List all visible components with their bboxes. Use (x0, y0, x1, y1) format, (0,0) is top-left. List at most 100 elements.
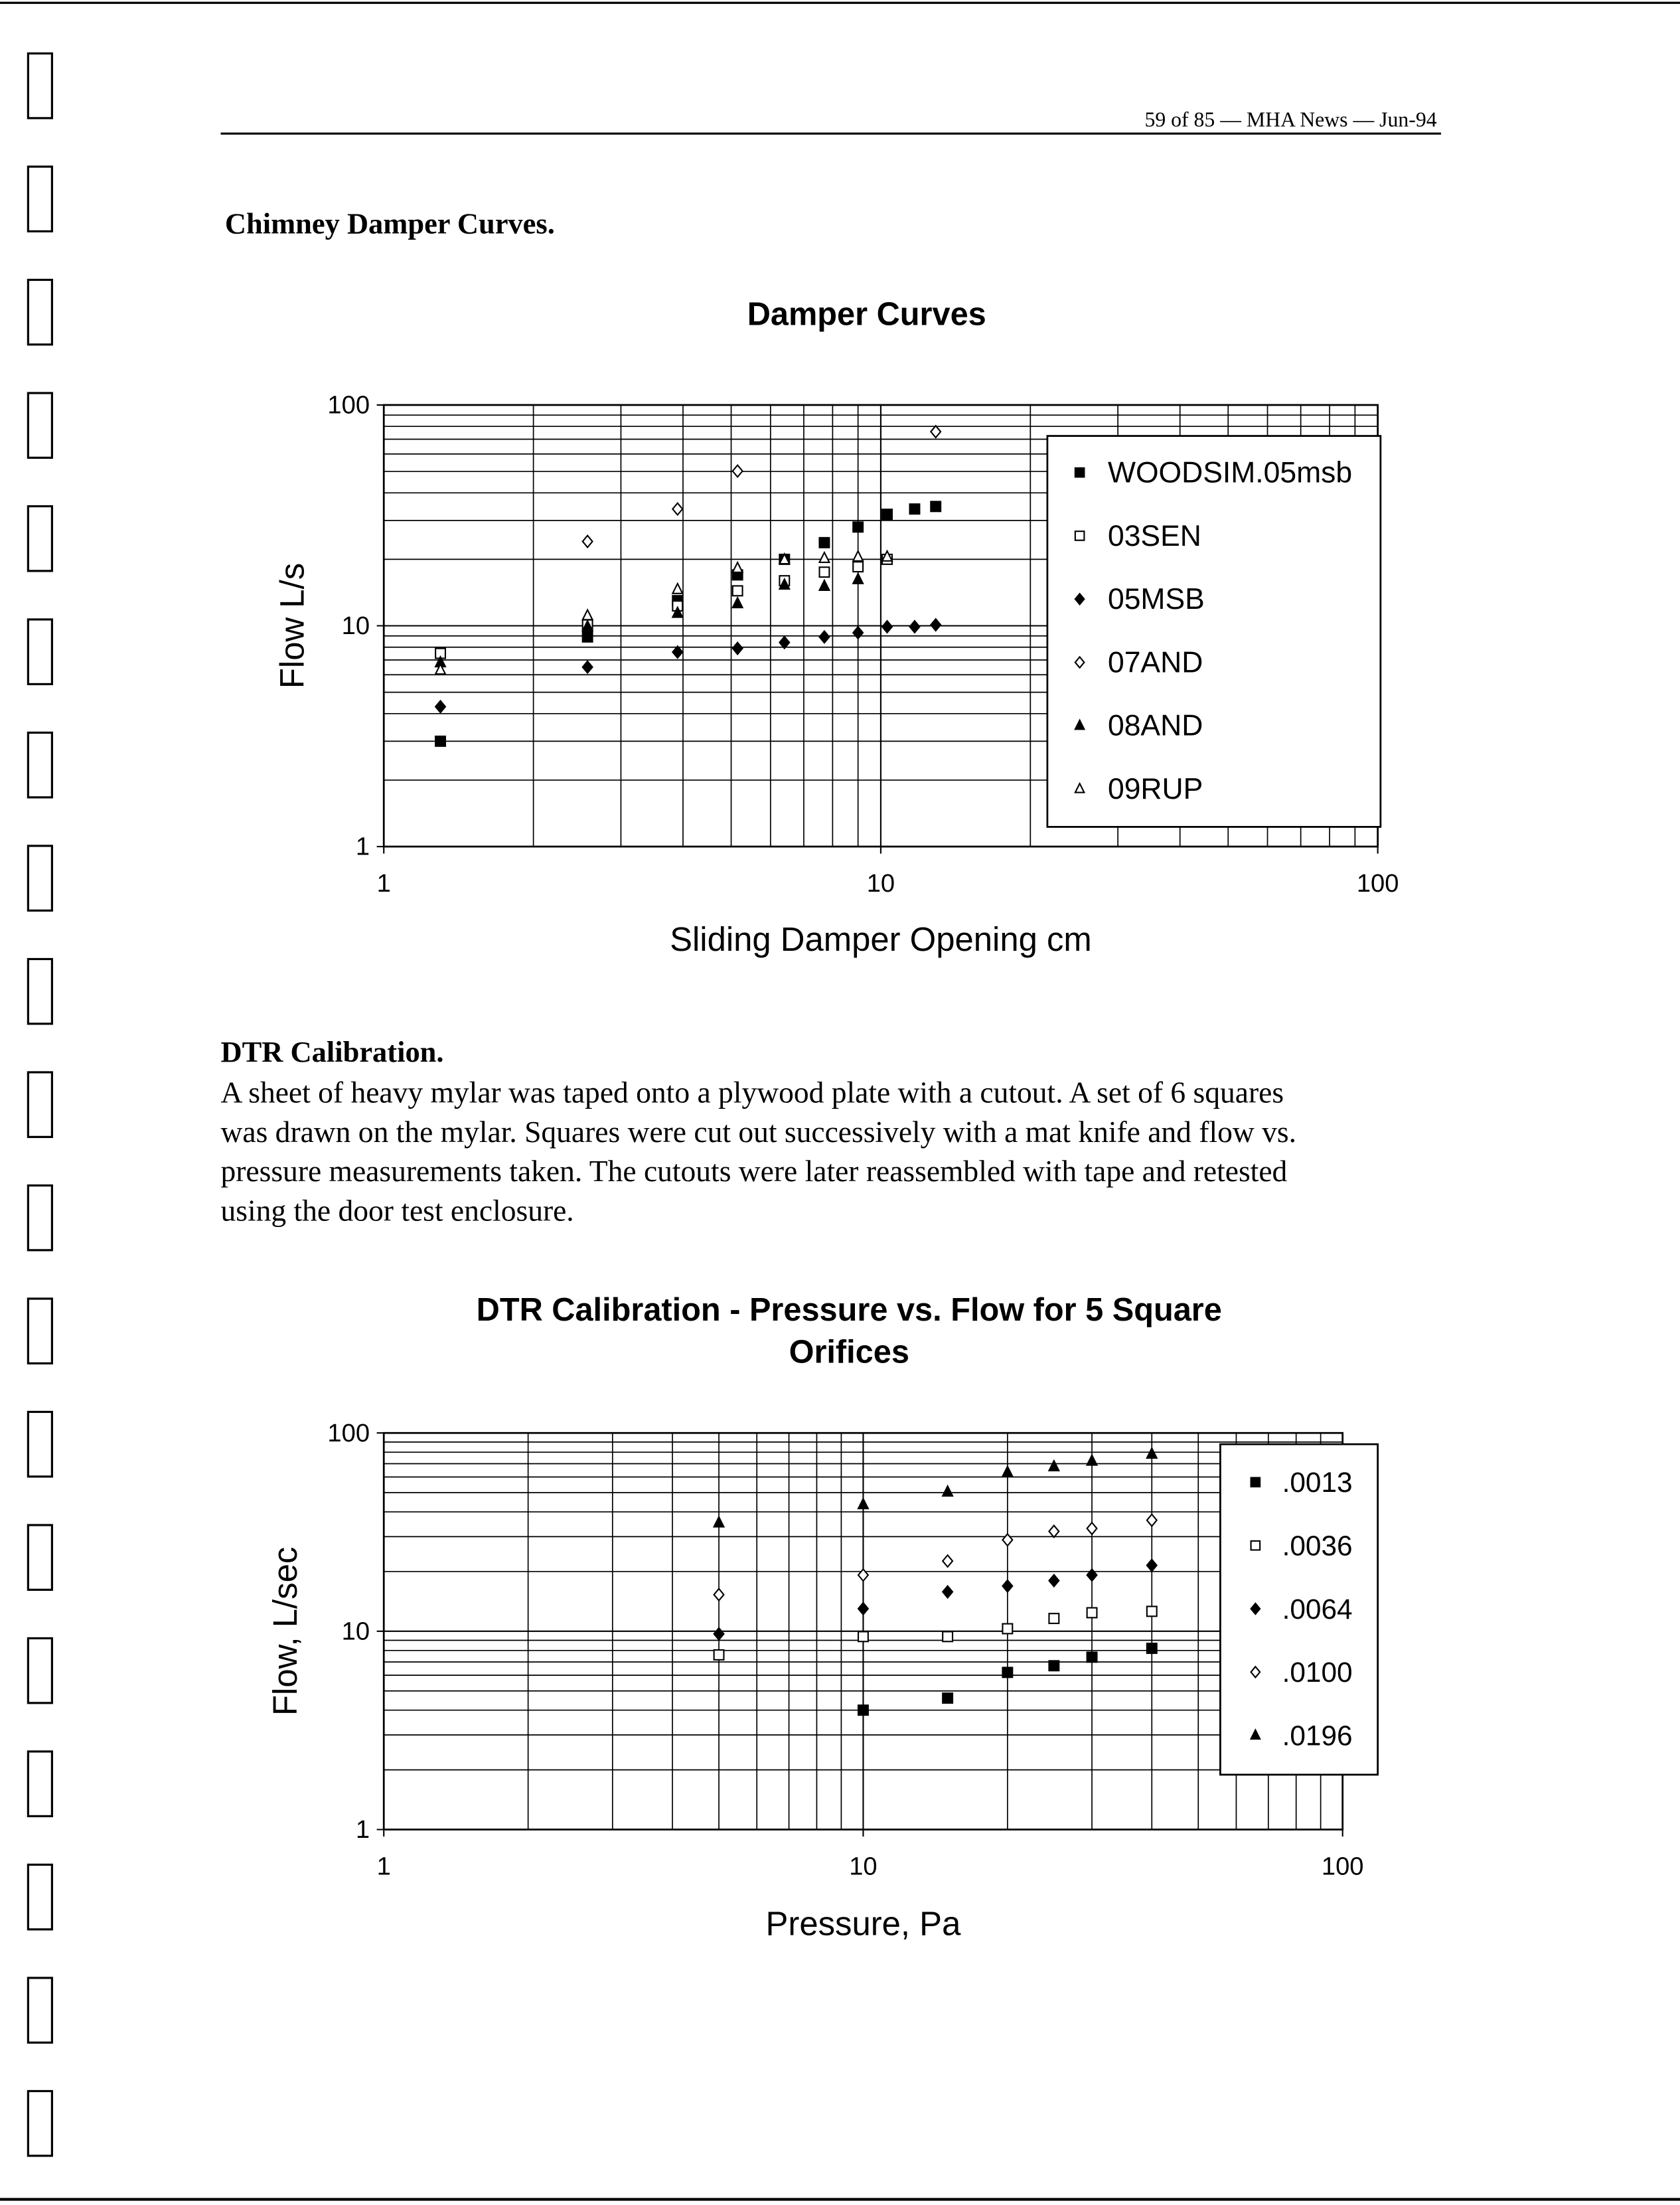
x-tick-label: 100 (1322, 1852, 1364, 1880)
section-heading: DTR Calibration. (221, 1035, 444, 1068)
marker (581, 631, 593, 643)
marker (852, 561, 864, 573)
legend-marker (1074, 467, 1085, 478)
binder-hole (27, 1750, 53, 1817)
marker (779, 635, 791, 650)
marker (581, 660, 593, 675)
x-tick-label: 1 (377, 1852, 391, 1880)
legend-label: .0013 (1282, 1467, 1353, 1498)
binder-hole (27, 731, 53, 799)
marker (1048, 1613, 1060, 1625)
marker (731, 596, 744, 609)
marker (1002, 1532, 1014, 1547)
marker (1047, 1459, 1060, 1471)
marker (1048, 1524, 1060, 1538)
marker (881, 619, 893, 634)
marker (671, 645, 684, 659)
marker (713, 1627, 725, 1641)
legend-label: 07AND (1108, 646, 1203, 679)
binder-holes (27, 52, 53, 2157)
marker (581, 534, 593, 549)
marker (671, 582, 684, 594)
marker (1002, 1623, 1014, 1635)
marker (929, 424, 942, 439)
marker (1086, 1607, 1098, 1619)
legend-marker (1250, 1665, 1261, 1679)
legend-label: 09RUP (1108, 773, 1203, 805)
marker (1086, 1651, 1098, 1663)
marker (1146, 1446, 1158, 1459)
y-tick-label: 1 (356, 1815, 370, 1844)
x-tick-label: 1 (377, 869, 391, 898)
marker (731, 463, 743, 479)
binder-hole (27, 1524, 53, 1591)
marker (857, 1601, 870, 1616)
legend-marker (1250, 1602, 1261, 1615)
marker (1048, 1660, 1060, 1672)
legend-label: 08AND (1108, 710, 1203, 742)
x-axis-label: Pressure, Pa (766, 1904, 962, 1942)
binder-hole (27, 957, 53, 1025)
marker (434, 662, 447, 675)
marker (818, 566, 830, 578)
paragraph-line: pressure measurements taken. The cutouts… (221, 1154, 1288, 1188)
marker (1086, 1521, 1098, 1536)
binder-hole (27, 52, 53, 120)
marker (852, 549, 864, 562)
x-axis-label: Sliding Damper Opening cm (670, 920, 1092, 958)
y-axis-label: Flow, L/sec (266, 1547, 304, 1716)
legend-marker (1074, 781, 1086, 793)
legend-label: 05MSB (1108, 583, 1205, 615)
chart-title: Orifices (789, 1334, 909, 1370)
marker (712, 1515, 725, 1528)
marker (941, 1484, 954, 1497)
binder-hole (27, 618, 53, 685)
marker (1146, 1513, 1158, 1528)
marker (1048, 1574, 1060, 1588)
binder-hole (27, 165, 53, 232)
binder-hole (27, 1184, 53, 1252)
marker (881, 549, 893, 562)
x-tick-label: 10 (849, 1852, 877, 1880)
y-tick-label: 1 (356, 833, 370, 861)
binder-hole (27, 1410, 53, 1478)
marker (1086, 1568, 1098, 1582)
marker (434, 699, 447, 714)
marker (909, 503, 921, 515)
marker (852, 572, 864, 584)
chart-title: Damper Curves (747, 296, 986, 332)
binder-hole (27, 1637, 53, 1704)
marker (713, 1649, 725, 1661)
paragraph-line: using the door test enclosure. (221, 1193, 574, 1227)
marker (778, 577, 791, 590)
legend-marker (1074, 718, 1086, 730)
binder-hole (27, 1297, 53, 1364)
legend-box (1219, 1443, 1379, 1776)
marker (1002, 1579, 1014, 1593)
marker (881, 509, 893, 521)
legend-marker (1250, 1540, 1261, 1551)
binder-hole (27, 845, 53, 912)
marker (929, 617, 942, 632)
marker (713, 1588, 725, 1602)
running-head: 59 of 85 — MHA News — Jun-94 (1144, 108, 1436, 131)
marker (581, 608, 594, 621)
paragraph-line: was drawn on the mylar. Squares were cut… (221, 1115, 1296, 1149)
x-tick-label: 100 (1357, 869, 1399, 898)
marker (857, 1497, 870, 1510)
marker (941, 1554, 954, 1568)
y-tick-label: 100 (327, 1419, 370, 1447)
section-heading: Chimney Damper Curves. (225, 207, 555, 240)
marker (1146, 1558, 1158, 1573)
binder-hole (27, 1863, 53, 1931)
legend-marker (1250, 1477, 1261, 1488)
marker (731, 585, 743, 597)
binder-hole (27, 278, 53, 346)
paragraph-line: A sheet of heavy mylar was taped onto a … (221, 1076, 1284, 1109)
marker (852, 521, 864, 533)
marker (671, 606, 684, 618)
binder-hole (27, 1977, 53, 2044)
marker (857, 1631, 869, 1643)
marker (818, 550, 831, 563)
